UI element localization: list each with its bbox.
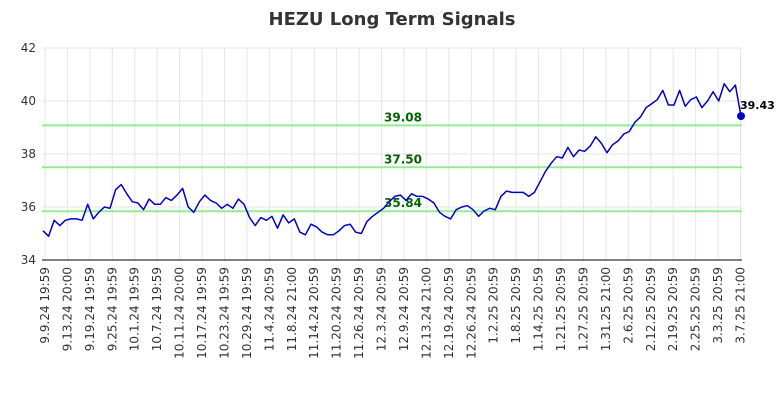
x-tick-label: 1.8.25 20:59 — [509, 267, 523, 344]
y-tick-label: 38 — [21, 147, 36, 161]
signal-line-label: 37.50 — [384, 152, 422, 166]
x-tick-label: 2.25.25 20:59 — [689, 267, 703, 351]
y-tick-label: 40 — [21, 94, 36, 108]
last-point-marker — [737, 112, 745, 121]
x-tick-label: 12.9.24 20:59 — [397, 267, 411, 351]
x-tick-label: 9.13.24 20:00 — [60, 267, 74, 351]
x-tick-label: 11.14.24 20:59 — [307, 267, 321, 359]
x-tick-label: 11.4.24 20:59 — [262, 267, 276, 351]
signal-line-label: 35.84 — [384, 196, 422, 210]
x-tick-label: 2.6.25 20:59 — [621, 267, 635, 344]
x-tick-label: 11.26.24 20:59 — [352, 267, 366, 359]
y-tick-label: 34 — [21, 253, 36, 267]
x-tick-label: 12.3.24 20:59 — [375, 267, 389, 351]
x-tick-label: 12.13.24 21:00 — [419, 267, 433, 359]
x-tick-label: 11.20.24 20:59 — [330, 267, 344, 359]
x-tick-label: 1.14.25 20:59 — [532, 267, 546, 351]
x-tick-label: 2.12.25 20:59 — [644, 267, 658, 351]
x-tick-label: 10.29.24 19:59 — [240, 267, 254, 359]
signal-line-label: 39.08 — [384, 110, 422, 124]
axes: 34 36 38 40 42 9.9.24 19:59 9.13.24 20:00 9.19.… — [21, 41, 748, 359]
x-tick-label: 1.2.25 20:59 — [487, 267, 501, 344]
x-tick-label: 1.21.25 20:59 — [554, 267, 568, 351]
labels: 39.43 — [740, 99, 775, 112]
x-tick-label: 9.9.24 19:59 — [38, 267, 52, 344]
x-tick-label: 1.31.25 21:00 — [599, 267, 613, 351]
price-line — [42, 83, 742, 237]
x-tick-label: 9.25.24 19:59 — [105, 267, 119, 351]
x-tick-label: 12.26.24 20:59 — [464, 267, 478, 359]
x-tick-label: 10.7.24 19:59 — [150, 267, 164, 351]
x-tick-label: 11.8.24 21:00 — [285, 267, 299, 351]
x-tick-label: 1.27.25 20:59 — [576, 267, 590, 351]
price-series — [42, 83, 745, 237]
last-value-label: 39.43 — [740, 99, 775, 112]
x-tick-label: 2.19.25 20:59 — [666, 267, 680, 351]
x-tick-label: 10.23.24 19:59 — [217, 267, 231, 359]
x-tick-label: 10.11.24 20:00 — [173, 267, 187, 359]
x-tick-label: 9.19.24 19:59 — [83, 267, 97, 351]
x-tick-label: 10.17.24 19:59 — [195, 267, 209, 359]
chart-title: HEZU Long Term Signals — [269, 9, 516, 30]
grid — [42, 47, 742, 261]
x-tick-label: 3.7.25 21:00 — [734, 267, 748, 344]
x-tick-label: 10.1.24 19:59 — [128, 267, 142, 351]
x-tick-label: 12.19.24 20:59 — [442, 267, 456, 359]
x-tick-label: 3.3.25 20:59 — [711, 267, 725, 344]
signal-lines: 39.08 37.50 35.84 — [42, 110, 742, 213]
y-tick-label: 36 — [21, 200, 36, 214]
y-tick-label: 42 — [21, 41, 36, 55]
